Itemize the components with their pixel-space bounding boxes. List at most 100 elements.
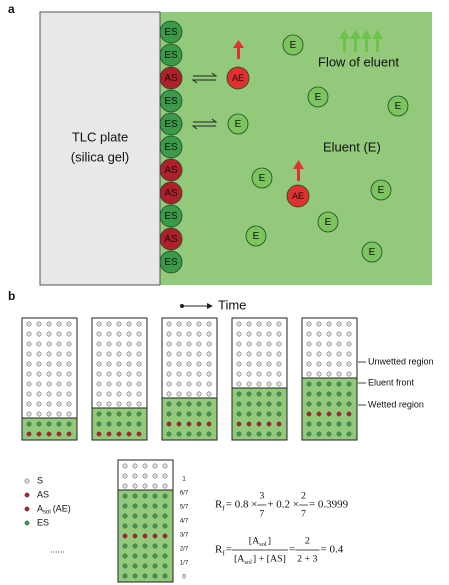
column-molecule [159,227,183,251]
site [142,503,148,509]
site [132,493,138,499]
site [276,321,282,327]
site [186,371,192,377]
site [132,513,138,519]
site [346,361,352,367]
adsorbed-eluent [226,66,250,90]
site [36,411,42,417]
site [306,351,312,357]
site [276,351,282,357]
site [256,351,262,357]
site [106,371,112,377]
site [36,391,42,397]
site [256,431,262,437]
site [346,401,352,407]
site [152,503,158,509]
site [176,351,182,357]
site [122,503,128,509]
region-label: Wetted region [368,399,424,409]
site [66,401,72,407]
site [316,391,322,397]
site [176,361,182,367]
tlc-plate [39,11,161,286]
site [132,553,138,559]
site [132,573,138,579]
site [256,421,262,427]
site [266,321,272,327]
site [26,321,32,327]
site [246,421,252,427]
site [66,391,72,397]
site [116,351,122,357]
site [276,421,282,427]
site [126,331,132,337]
site [96,371,102,377]
column-molecule-label: ES [164,96,178,107]
site [166,351,172,357]
column-molecule-label: AS [164,165,178,176]
column-molecule-label: AS [164,188,178,199]
flow-label: Flow of eluent [318,54,399,69]
site [116,421,122,427]
site [346,381,352,387]
site [106,331,112,337]
site [136,321,142,327]
site [96,381,102,387]
site [56,341,62,347]
site [46,411,52,417]
site [132,473,138,479]
math-text: 7 [301,508,306,519]
column-molecule [159,250,183,274]
column-molecule [159,43,183,67]
legend-dot [24,492,30,498]
site [166,391,172,397]
up-arrows [233,40,304,181]
site [162,543,168,549]
site [122,543,128,549]
site [116,401,122,407]
site [206,431,212,437]
column-molecule [159,112,183,136]
site [246,391,252,397]
site [136,331,142,337]
site [126,371,132,377]
site [186,381,192,387]
site [106,351,112,357]
legend-suffix: (AE) [53,503,71,513]
site [142,483,148,489]
site [106,411,112,417]
site [316,401,322,407]
legend-label: ES [37,517,49,527]
site [122,563,128,569]
site [166,321,172,327]
site [326,341,332,347]
site [162,473,168,479]
site [256,321,262,327]
site [306,431,312,437]
site [236,431,242,437]
site [132,483,138,489]
time-label: Time [218,297,246,312]
site [196,391,202,397]
adsorbed-eluent-label: AE [292,191,304,201]
math-run: [A sol] [249,535,271,548]
site [126,361,132,367]
site [246,341,252,347]
wetted-region [21,417,78,441]
flow-arrows [339,30,383,52]
site [116,341,122,347]
site [196,341,202,347]
site [316,341,322,347]
site [326,371,332,377]
site [132,463,138,469]
column-molecule-label: ES [164,119,178,130]
site [246,431,252,437]
site [136,401,142,407]
site [136,341,142,347]
site [56,411,62,417]
site [152,543,158,549]
site [126,411,132,417]
site [326,411,332,417]
math-text: [A [249,535,260,546]
